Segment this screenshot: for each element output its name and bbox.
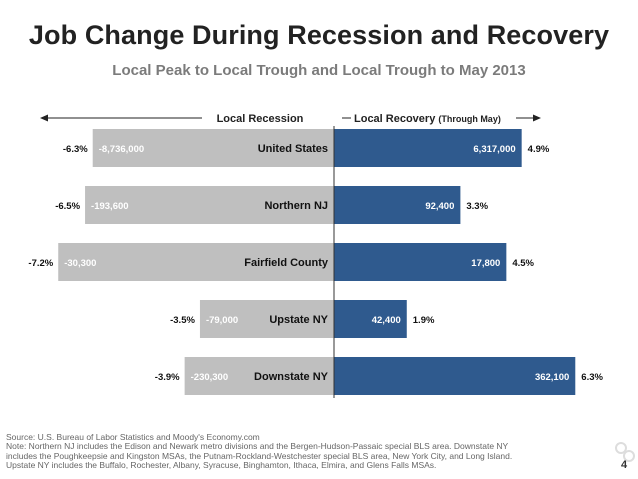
recession-bar: [199, 300, 334, 338]
recovery-pct-label: 4.9%: [528, 144, 550, 155]
recovery-value-label: 6,317,000: [473, 144, 515, 155]
recovery-bar: [334, 357, 576, 395]
recession-value-label: -79,000: [206, 315, 238, 326]
category-label: Upstate NY: [269, 314, 328, 326]
header-local-recession: Local Recession: [217, 113, 304, 125]
recovery-pct-label: 3.3%: [466, 201, 488, 212]
recession-bar: [58, 243, 335, 281]
recovery-pct-label: 6.3%: [581, 372, 603, 383]
slide-subtitle: Local Peak to Local Trough and Local Tro…: [112, 62, 526, 79]
recovery-arrowhead: [533, 114, 541, 122]
recovery-bar: [334, 129, 522, 167]
recovery-value-label: 42,400: [372, 315, 401, 326]
recovery-bar: [334, 243, 507, 281]
header-local-recovery: Local Recovery (Through May): [354, 113, 501, 125]
footnote-line: Note: Northern NJ includes the Edison an…: [6, 441, 509, 452]
recession-pct-label: -6.3%: [63, 144, 88, 155]
recession-bar: [92, 129, 335, 167]
chart-headers: Local Recession Local Recovery (Through M…: [40, 113, 541, 125]
category-label: Fairfield County: [244, 257, 329, 269]
category-label: Downstate NY: [254, 371, 329, 383]
recovery-value-label: 17,800: [471, 258, 500, 269]
source-note: Source: U.S. Bureau of Labor Statistics …: [6, 432, 260, 442]
job-change-chart: Local Recession Local Recovery (Through M…: [28, 113, 603, 398]
recession-value-label: -230,300: [191, 372, 229, 383]
recovery-pct-label: 1.9%: [413, 315, 435, 326]
recession-pct-label: -3.9%: [155, 372, 180, 383]
corner-logo-icon: [615, 442, 635, 462]
recession-value-label: -8,736,000: [99, 144, 144, 155]
footnotes: Source: U.S. Bureau of Labor Statistics …: [6, 432, 606, 471]
category-label: Northern NJ: [264, 200, 328, 212]
footnote-line: Upstate NY includes the Buffalo, Rochest…: [6, 460, 437, 471]
recession-bar: [85, 186, 334, 224]
recession-pct-label: -3.5%: [170, 315, 195, 326]
footnote-line: includes the Poughkeepsie and Kingston M…: [6, 450, 513, 461]
bars-layer: United States -8,736,000 -6.3% 6,317,000 4.9…: [28, 126, 603, 398]
recession-bar: [184, 357, 334, 395]
category-label: United States: [258, 143, 328, 155]
recovery-value-label: 362,100: [535, 372, 569, 383]
recovery-bar: [334, 186, 461, 224]
recovery-bar: [334, 300, 407, 338]
slide-title: Job Change During Recession and Recovery: [28, 20, 610, 50]
recession-arrowhead: [40, 114, 48, 122]
recession-value-label: -193,600: [91, 201, 129, 212]
recovery-value-label: 92,400: [425, 201, 454, 212]
page-number: 4: [621, 459, 628, 471]
recession-pct-label: -6.5%: [55, 201, 80, 212]
recession-value-label: -30,300: [64, 258, 96, 269]
recession-pct-label: -7.2%: [28, 258, 53, 269]
recovery-pct-label: 4.5%: [512, 258, 534, 269]
